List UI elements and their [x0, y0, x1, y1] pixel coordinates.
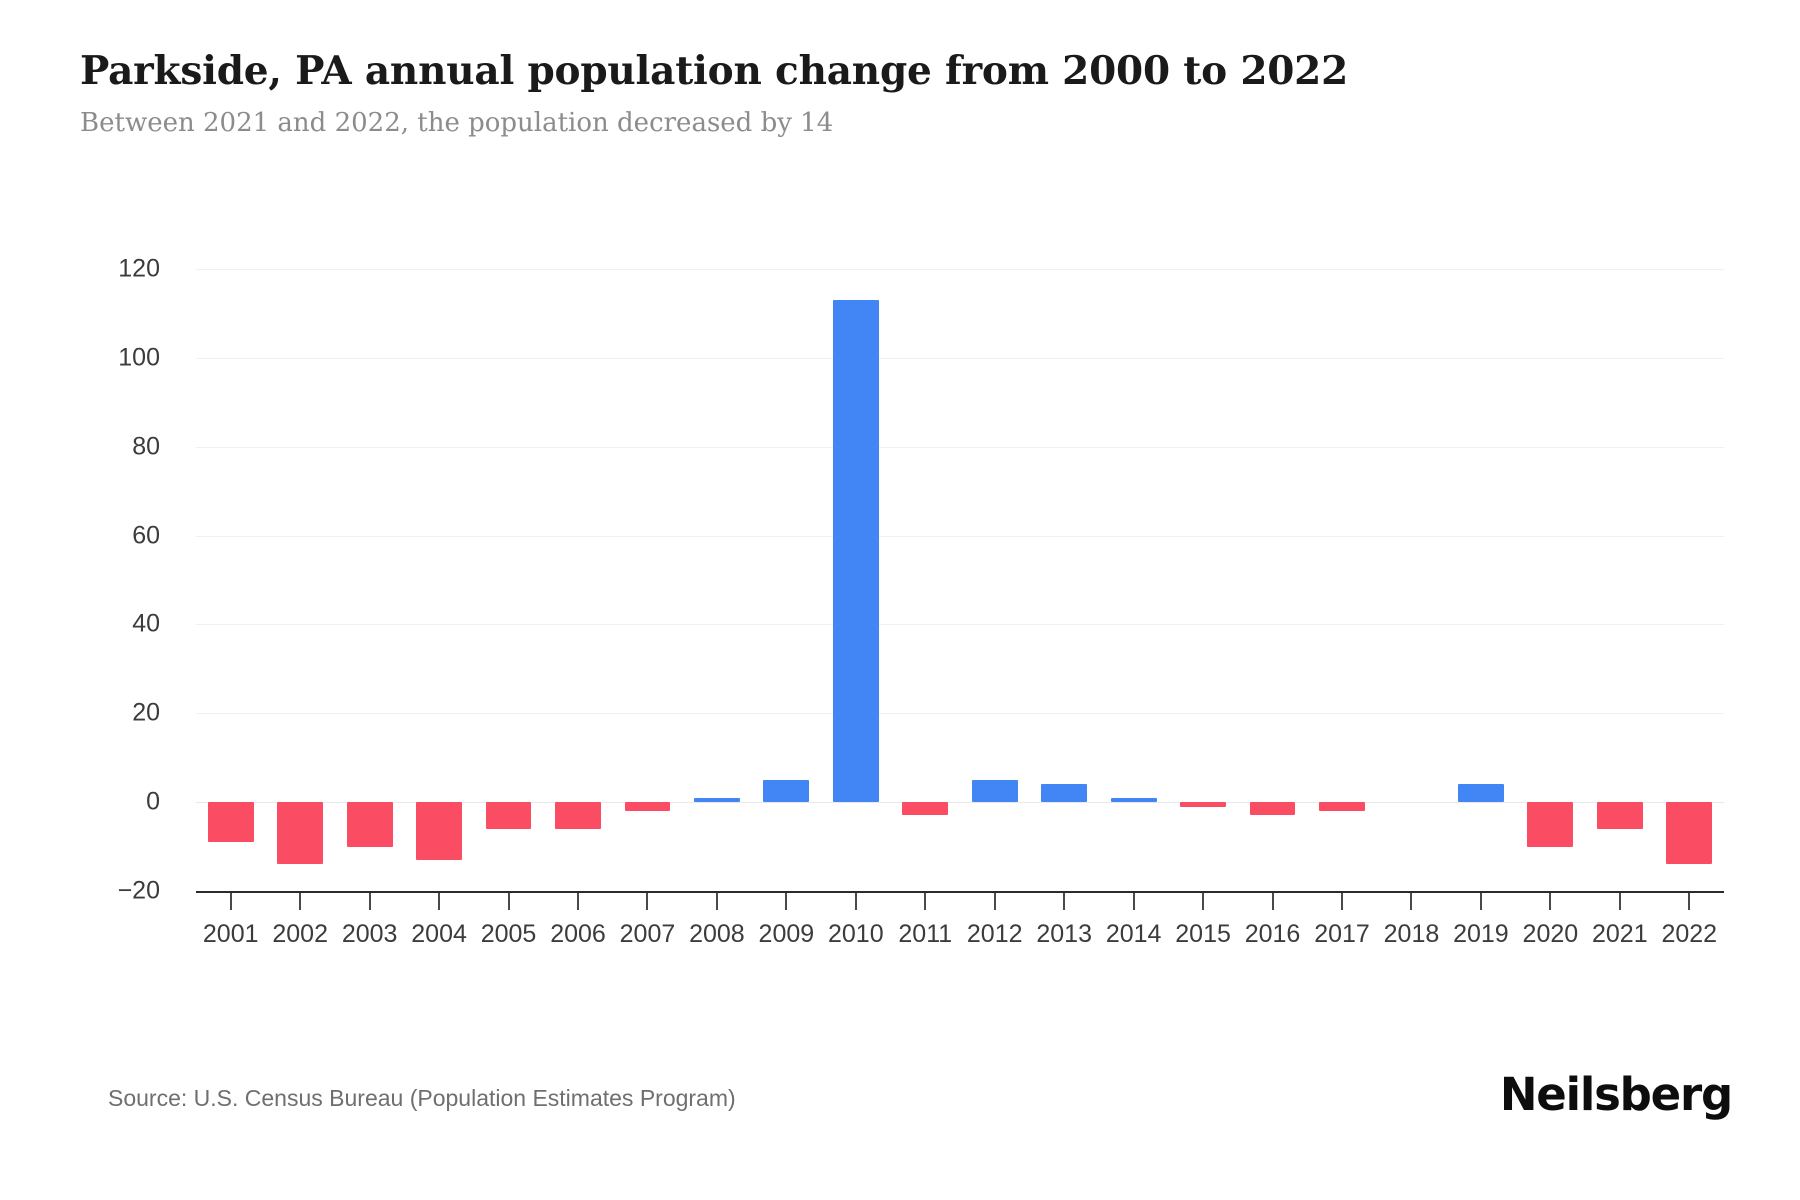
x-axis-label-2002: 2002 [272, 920, 328, 948]
x-axis-tick [577, 893, 579, 910]
x-axis-label-2007: 2007 [619, 920, 676, 948]
brand-logo: Neilsberg [1499, 1068, 1733, 1121]
gridline [196, 269, 1724, 270]
bar-2022[interactable] [1666, 802, 1713, 865]
y-axis-label: 120 [118, 254, 160, 283]
y-axis-label: 80 [132, 432, 160, 461]
x-axis-tick [1688, 893, 1691, 910]
x-axis-label-2022: 2022 [1661, 920, 1718, 948]
y-axis-label: −20 [117, 876, 160, 905]
x-axis-label-2021: 2021 [1592, 920, 1648, 948]
bar-2015[interactable] [1180, 802, 1226, 807]
x-axis-label-2003: 2003 [341, 920, 398, 948]
x-axis-label-2001: 2001 [202, 920, 259, 948]
source-note: Source: U.S. Census Bureau (Population E… [108, 1085, 736, 1111]
y-axis-label: 40 [132, 609, 160, 638]
x-axis-label-2008: 2008 [689, 920, 745, 948]
x-axis-tick [1202, 893, 1205, 910]
x-axis-label-2016: 2016 [1244, 920, 1301, 948]
x-axis-tick [368, 893, 371, 910]
page-title: Parkside, PA annual population change fr… [80, 48, 1349, 94]
x-axis-label-2017: 2017 [1314, 920, 1370, 948]
bar-2005[interactable] [485, 802, 532, 829]
gridline [196, 624, 1724, 626]
x-axis-tick [1410, 893, 1413, 910]
chart-header: Parkside, PA annual population change fr… [80, 48, 1720, 139]
bars-layer [196, 0, 1724, 1200]
x-axis-label-2020: 2020 [1522, 920, 1579, 948]
x-axis-label-2014: 2014 [1105, 920, 1162, 948]
x-axis-tick [299, 893, 302, 910]
x-axis-tick [1271, 893, 1274, 910]
bar-2010[interactable] [832, 300, 879, 803]
x-axis-tick [854, 893, 857, 910]
bar-2007[interactable] [624, 802, 671, 812]
gridline [196, 535, 1724, 537]
x-axis-tick [1549, 893, 1552, 910]
y-axis-label: 20 [132, 698, 160, 727]
bar-2014[interactable] [1110, 797, 1157, 803]
bar-2017[interactable] [1319, 802, 1365, 812]
x-axis-tick [1132, 893, 1135, 910]
bar-2008[interactable] [693, 797, 740, 803]
x-axis-tick [924, 893, 927, 910]
x-axis-tick [1479, 893, 1482, 910]
bar-2013[interactable] [1041, 784, 1088, 803]
bar-2009[interactable] [763, 779, 810, 803]
x-axis-label-2005: 2005 [480, 920, 537, 948]
bar-2012[interactable] [971, 779, 1018, 803]
bar-2020[interactable] [1527, 802, 1574, 847]
bar-2003[interactable] [346, 802, 393, 847]
gridline [196, 446, 1724, 448]
x-axis-tick [646, 893, 649, 910]
x-axis-label-2010: 2010 [828, 920, 884, 948]
x-axis-label-2004: 2004 [411, 920, 467, 948]
x-axis-label-2015: 2015 [1175, 920, 1231, 948]
x-axis-tick [1341, 893, 1343, 910]
y-axis-label: 0 [146, 787, 160, 816]
bar-2006[interactable] [555, 802, 601, 829]
bar-2019[interactable] [1457, 784, 1504, 803]
bar-2011[interactable] [902, 802, 949, 816]
y-axis-label: 100 [118, 343, 160, 372]
x-axis-label-2018: 2018 [1383, 920, 1440, 948]
x-axis-label-2011: 2011 [898, 920, 953, 948]
bar-2001[interactable] [207, 802, 254, 843]
gridline [196, 357, 1724, 359]
x-axis-label-2012: 2012 [966, 920, 1023, 948]
x-axis-tick [229, 893, 232, 910]
bar-2002[interactable] [277, 802, 324, 865]
x-axis-label-2013: 2013 [1036, 920, 1092, 948]
x-axis-tick [785, 893, 788, 910]
bar-2004[interactable] [416, 802, 462, 860]
x-axis-label-2006: 2006 [550, 920, 606, 948]
x-axis-tick [993, 893, 996, 910]
x-axis-label-2009: 2009 [758, 920, 815, 948]
x-axis-tick [1063, 893, 1066, 910]
bar-2016[interactable] [1249, 802, 1296, 816]
x-axis-tick [1618, 893, 1621, 910]
x-axis-label-2019: 2019 [1453, 920, 1509, 948]
y-axis-label: 60 [132, 521, 160, 550]
x-axis-tick [438, 893, 441, 910]
gridline [196, 713, 1724, 715]
x-axis-tick [715, 893, 718, 910]
bar-2021[interactable] [1596, 802, 1643, 829]
x-axis-tick [507, 893, 510, 910]
x-axis-line [196, 891, 1724, 893]
gridline [196, 802, 1724, 804]
chart-subtitle: Between 2021 and 2022, the population de… [80, 108, 834, 139]
